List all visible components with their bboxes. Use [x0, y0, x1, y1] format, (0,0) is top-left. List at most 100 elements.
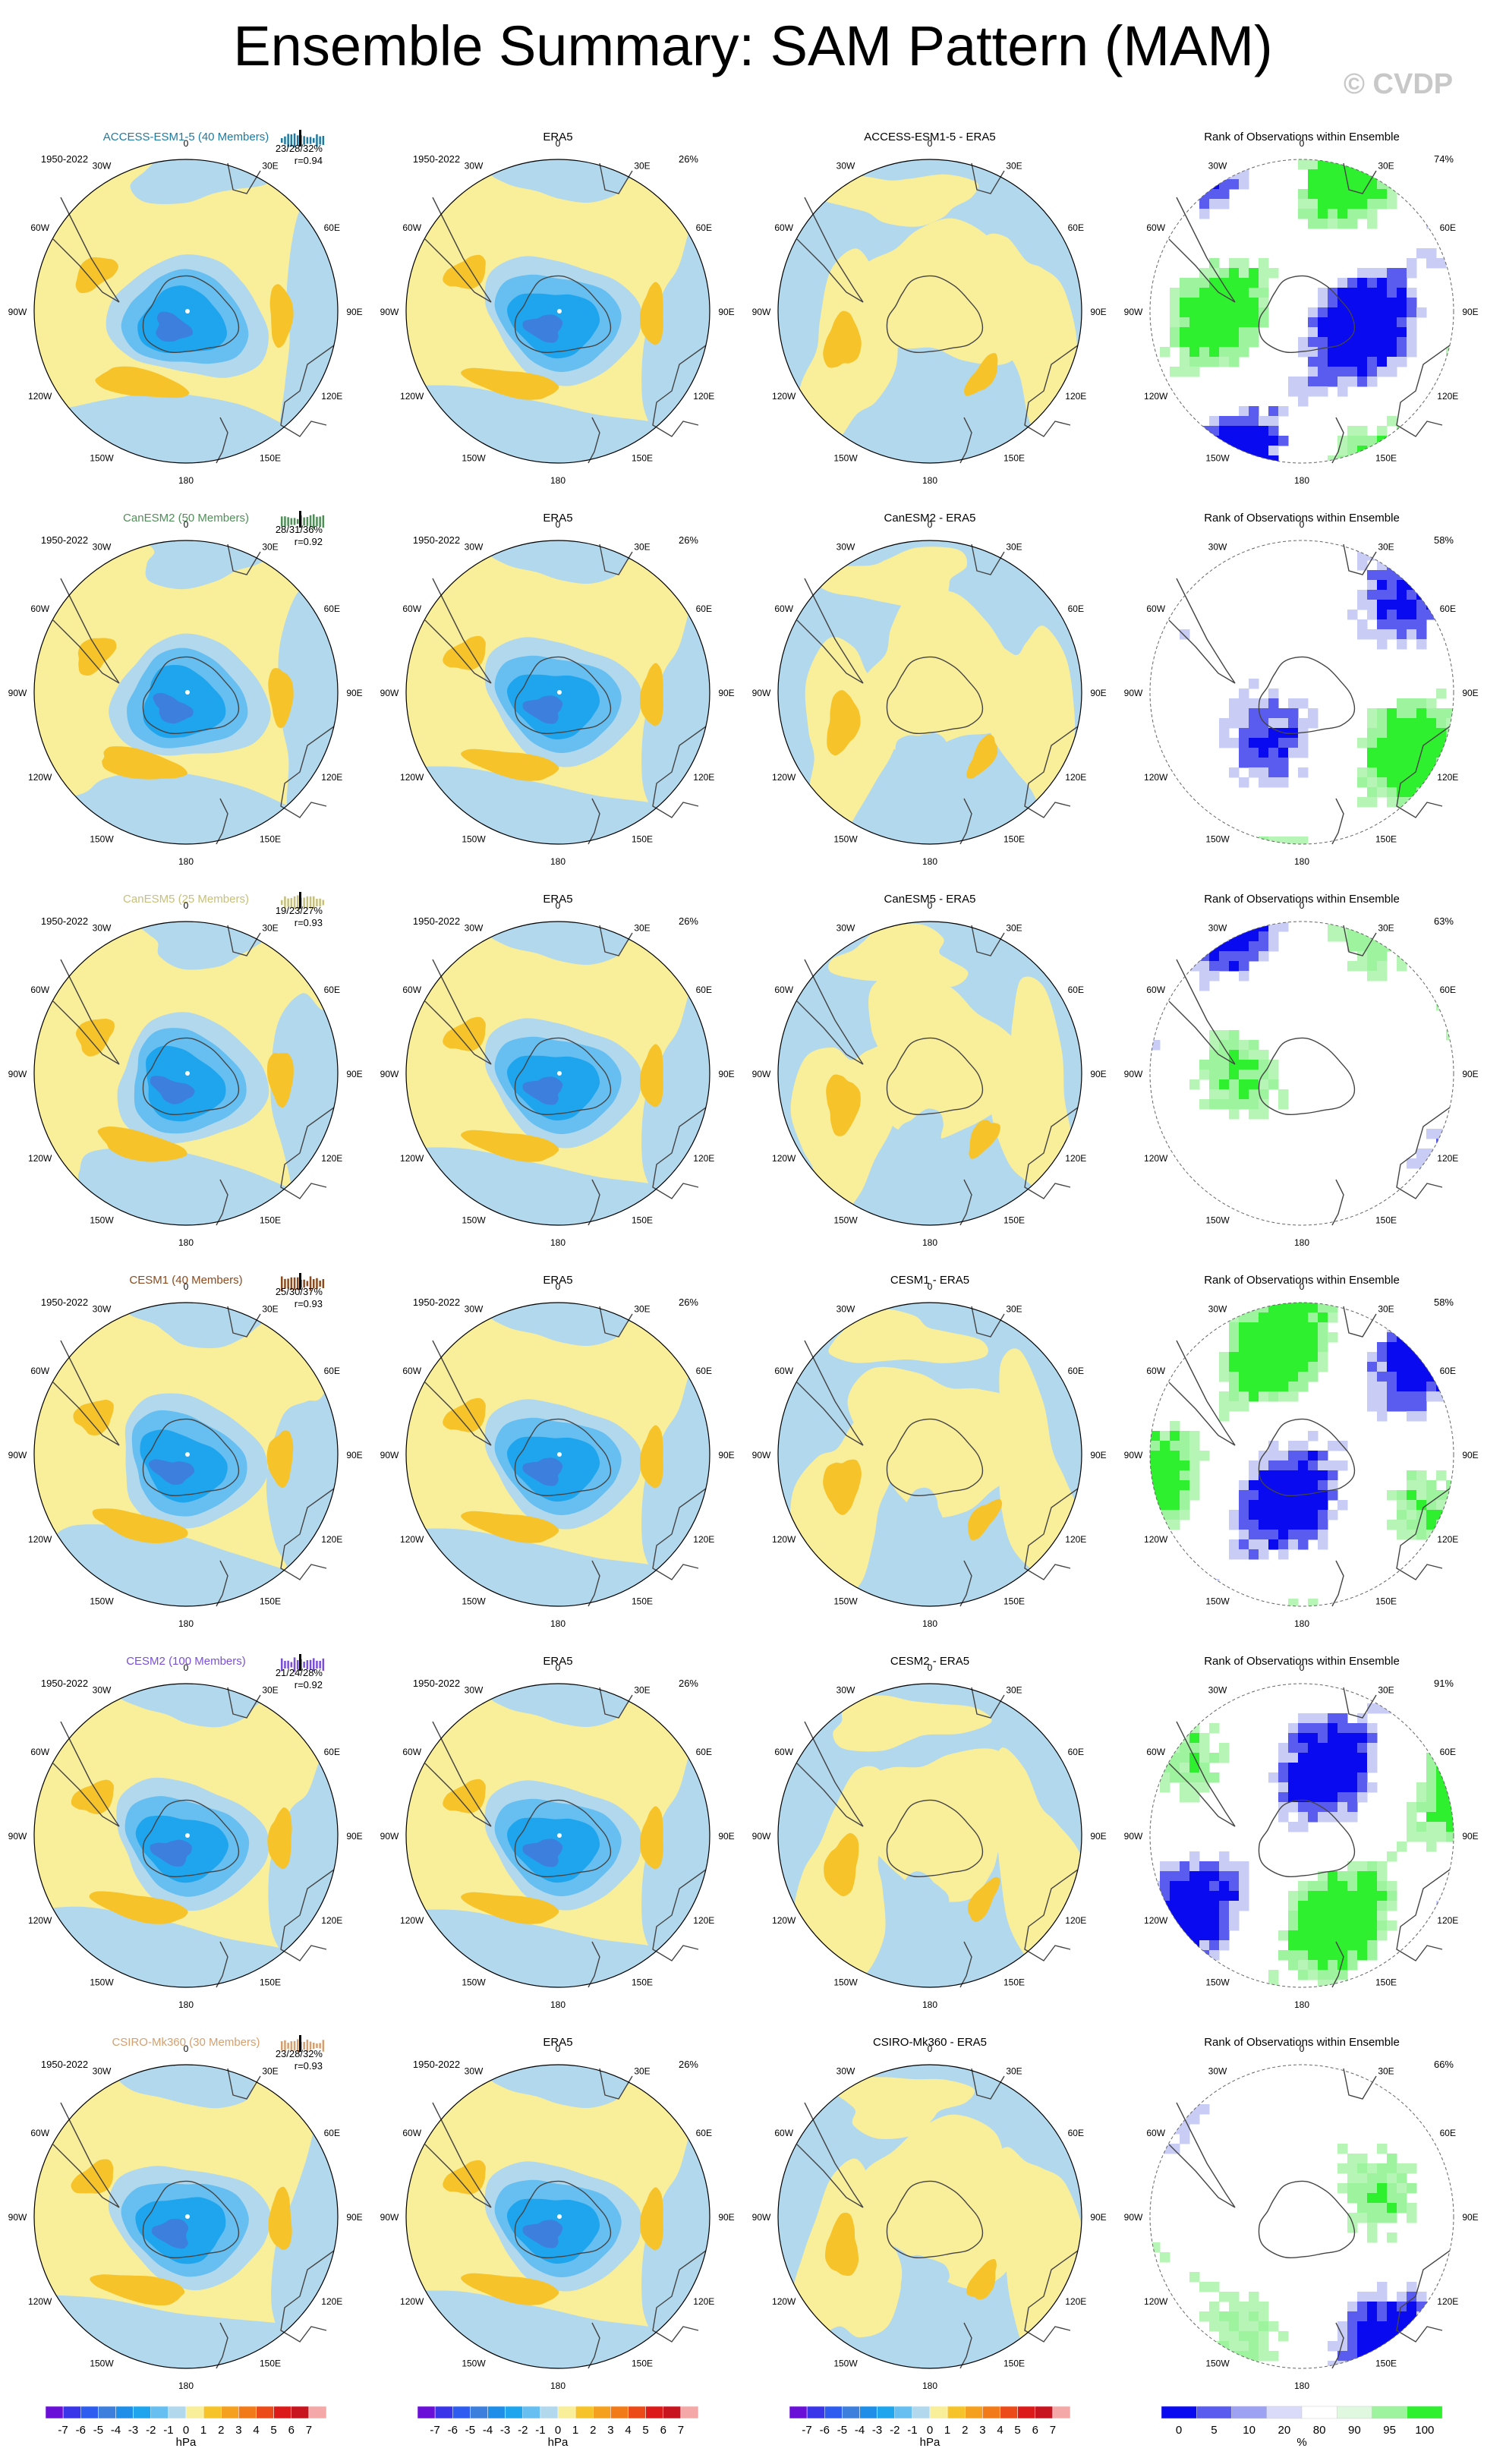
rank-cell [1239, 179, 1249, 190]
rank-cell [1308, 367, 1319, 377]
rank-cell [1328, 1441, 1338, 1451]
rank-cell [1278, 1763, 1289, 1773]
rank-cell [1268, 1391, 1279, 1402]
rank-cell [1288, 1520, 1299, 1530]
antarctica-coastline [1258, 1037, 1356, 1116]
rank-cell [1357, 307, 1368, 318]
rank-cell [1308, 1733, 1319, 1744]
rank-cell [1397, 2341, 1407, 2352]
rank-cell [1328, 455, 1338, 463]
lon-label: 60W [1146, 2128, 1165, 2138]
rank-cell [1209, 1579, 1220, 1590]
pos-anomaly [639, 1044, 663, 1108]
diff-pos-strong [826, 1074, 861, 1136]
rank-cell [1397, 2163, 1407, 2174]
rank-cell [1170, 1460, 1180, 1471]
rank-cell [1407, 1480, 1417, 1491]
rank-cell [1278, 1530, 1289, 1540]
rank-cell [1387, 718, 1397, 729]
rank-cell [1239, 298, 1249, 308]
rank-cell [1229, 1070, 1240, 1080]
rank-cell [1367, 777, 1378, 788]
rank-cell [1357, 1950, 1368, 1961]
ensemble-member-bar [322, 2040, 325, 2052]
model-title: ACCESS-ESM1-5 (40 Members) [103, 131, 269, 143]
rank-cell [1219, 1861, 1230, 1872]
rank-cell [1367, 1743, 1378, 1753]
south-america-coastline [1168, 1340, 1236, 1446]
rank-cell [1259, 837, 1269, 844]
rank-cell [1298, 1362, 1309, 1372]
rank-cell [1239, 337, 1249, 348]
lon-label: 30W [93, 1685, 112, 1696]
rank-cell [1397, 1382, 1407, 1392]
rank-cell [1367, 1891, 1378, 1902]
rank-cell [1249, 1470, 1259, 1481]
antarctica-coastline [514, 2180, 612, 2259]
diff-pos-strong [969, 1120, 1000, 1159]
ensemble-member-bar [306, 2039, 309, 2053]
rank-cell [1318, 1500, 1328, 1511]
rank-cell [1219, 1401, 1230, 1412]
antarctica-coastline [886, 1418, 984, 1497]
rank-cell [1446, 1500, 1454, 1511]
lon-label: 90W [1124, 688, 1143, 698]
rank-cell [1387, 307, 1397, 318]
rank-cell [1150, 2242, 1161, 2253]
rank-cell [1189, 1930, 1200, 1941]
rank-cell [1426, 1832, 1437, 1842]
colorbar-tick: -7 [802, 2424, 811, 2437]
rank-cell [1298, 1510, 1309, 1520]
ensemble-member-bar [290, 2041, 293, 2050]
rank-cell [1318, 1812, 1328, 1823]
rank-cell [1268, 268, 1279, 279]
rank-cell [1377, 357, 1388, 367]
ensemble-member-bar [322, 1658, 325, 1672]
rank-cell [1318, 307, 1328, 318]
rank-cell [1278, 1930, 1289, 1941]
colorbar-swatch [1035, 2406, 1054, 2419]
rank-cell [1278, 1500, 1289, 1511]
rank-cell [1160, 1861, 1170, 1872]
rank-cell [1298, 1451, 1309, 1461]
ensemble-member-bar [316, 1278, 318, 1290]
lon-label: 120E [321, 1915, 342, 1926]
rank-cell [1357, 767, 1368, 778]
rank-cell [1416, 738, 1427, 748]
lon-label: 180 [922, 1999, 937, 2010]
rank-cell [1259, 1060, 1269, 1070]
rank-cell [1347, 278, 1358, 288]
rank-cell [1259, 2341, 1269, 2352]
rank-cell [1377, 2311, 1388, 2322]
rank-cell [1407, 2203, 1417, 2214]
rank-cell [1337, 922, 1348, 932]
rank-cell [1377, 570, 1388, 581]
rank-cell [1367, 367, 1378, 377]
australia-coastline [1396, 1488, 1451, 1580]
south-america-coastline [424, 959, 492, 1065]
rank-cell [1318, 1911, 1328, 1921]
rank-cell [1347, 1802, 1358, 1813]
australia-coastline [652, 345, 707, 437]
colorbar-swatch [929, 2406, 948, 2419]
ensemble-member-bar [316, 898, 318, 907]
new-zealand-coastline [588, 2322, 600, 2369]
rank-cell [1416, 698, 1427, 709]
rank-cell [1377, 2163, 1388, 2174]
ensemble-member-bar [322, 136, 325, 145]
map-border [33, 2064, 339, 2369]
rank-cell [1367, 199, 1378, 210]
rank-cell [1308, 1911, 1319, 1921]
antarctica-coastline [142, 656, 240, 735]
ensemble-member-bar [319, 2043, 321, 2049]
rank-cell [1219, 728, 1230, 739]
antarctica-coastline [142, 1037, 240, 1116]
rank-cell [1209, 1881, 1220, 1892]
rank-cell [1436, 1832, 1447, 1842]
rank-cell [1259, 1322, 1269, 1333]
south-america-coastline [52, 1340, 120, 1446]
rank-cell [1407, 2282, 1417, 2292]
lon-label: 180 [178, 856, 194, 867]
rank-cell [1416, 619, 1427, 630]
pattern-correlation: r=0.92 [295, 1679, 323, 1690]
